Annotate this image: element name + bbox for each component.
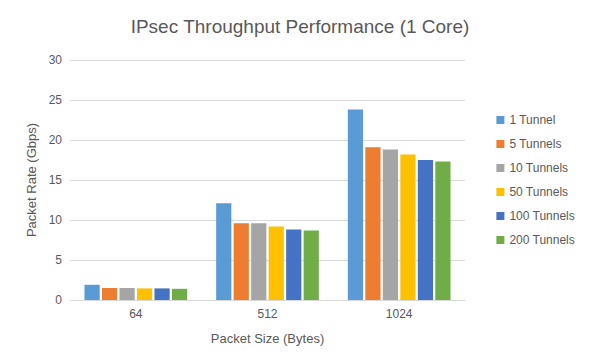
svg-text:50 Tunnels: 50 Tunnels	[509, 185, 568, 199]
svg-text:200 Tunnels: 200 Tunnels	[509, 233, 574, 247]
svg-text:IPsec Throughput Performance (: IPsec Throughput Performance (1 Core)	[131, 16, 470, 37]
svg-text:10 Tunnels: 10 Tunnels	[509, 161, 568, 175]
svg-text:64: 64	[129, 307, 143, 321]
svg-text:5: 5	[55, 253, 62, 267]
svg-text:5 Tunnels: 5 Tunnels	[509, 137, 561, 151]
svg-text:15: 15	[49, 173, 63, 187]
svg-text:0: 0	[55, 293, 62, 307]
svg-text:30: 30	[49, 53, 63, 67]
svg-text:25: 25	[49, 93, 63, 107]
svg-text:1024: 1024	[386, 307, 413, 321]
svg-text:Packet Rate (Gbps): Packet Rate (Gbps)	[24, 123, 39, 237]
svg-text:1 Tunnel: 1 Tunnel	[509, 113, 555, 127]
svg-text:100 Tunnels: 100 Tunnels	[509, 209, 574, 223]
svg-text:Packet Size (Bytes): Packet Size (Bytes)	[211, 331, 324, 346]
svg-text:20: 20	[49, 133, 63, 147]
svg-text:512: 512	[257, 307, 277, 321]
svg-text:10: 10	[49, 213, 63, 227]
